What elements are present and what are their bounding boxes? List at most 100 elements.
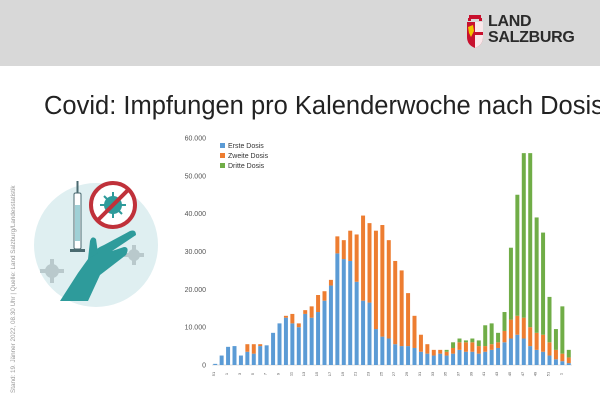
bar-erste-dosis: [380, 336, 385, 365]
bar-zweite-dosis: [457, 342, 462, 350]
x-tick-label: 25: [378, 371, 383, 376]
bar-zweite-dosis: [566, 357, 571, 364]
bar-erste-dosis: [245, 351, 250, 365]
x-tick-label: 1: [224, 372, 229, 375]
bar-zweite-dosis: [483, 346, 488, 352]
bar-zweite-dosis: [444, 351, 449, 356]
x-tick-label: 1: [558, 372, 563, 375]
bar-zweite-dosis: [412, 315, 417, 348]
bar-dritte-dosis: [444, 349, 449, 352]
bar-erste-dosis: [219, 355, 224, 365]
x-tick-label: 43: [494, 371, 499, 376]
legend-label: Dritte Dosis: [228, 163, 265, 170]
bar-erste-dosis: [277, 323, 282, 365]
bar-zweite-dosis: [553, 349, 558, 360]
bar-zweite-dosis: [354, 234, 359, 282]
bar-dritte-dosis: [502, 312, 507, 331]
bar-zweite-dosis: [373, 230, 378, 330]
logo-line-salzburg: SALZBURG: [488, 29, 575, 46]
bar-erste-dosis: [322, 300, 327, 365]
x-tick-label: 3: [237, 372, 242, 375]
x-tick-label: 51: [211, 371, 216, 376]
bar-erste-dosis: [354, 281, 359, 365]
bar-zweite-dosis: [470, 342, 475, 352]
bar-zweite-dosis: [399, 270, 404, 347]
bar-zweite-dosis: [502, 330, 507, 343]
bar-erste-dosis: [553, 359, 558, 365]
x-tick-label: 11: [288, 371, 293, 376]
bar-zweite-dosis: [496, 342, 501, 348]
bar-erste-dosis: [386, 338, 391, 365]
bar-zweite-dosis: [438, 349, 443, 354]
bar-dritte-dosis: [470, 338, 475, 343]
bar-erste-dosis: [425, 353, 430, 365]
y-tick-label: 60.000: [185, 136, 207, 143]
x-tick-label: 23: [366, 371, 371, 376]
bar-erste-dosis: [483, 351, 488, 365]
y-tick-label: 30.000: [185, 249, 207, 256]
x-tick-label: 47: [520, 371, 525, 376]
bar-erste-dosis: [541, 351, 546, 365]
bar-erste-dosis: [444, 355, 449, 365]
bar-dritte-dosis: [547, 296, 552, 343]
x-tick-label: 19: [340, 371, 345, 376]
land-salzburg-logo: LAND SALZBURG: [466, 14, 578, 50]
logo-wordmark: LAND SALZBURG: [488, 14, 575, 46]
bar-erste-dosis: [521, 338, 526, 365]
x-tick-label: 29: [404, 371, 409, 376]
x-tick-label: 31: [417, 371, 422, 376]
bar-zweite-dosis: [328, 279, 333, 286]
bar-erste-dosis: [496, 347, 501, 365]
bar-dritte-dosis: [566, 349, 571, 358]
bar-zweite-dosis: [541, 334, 546, 352]
bar-erste-dosis: [283, 317, 288, 365]
legend-swatch: [220, 143, 225, 148]
bar-dritte-dosis: [483, 325, 488, 347]
bar-zweite-dosis: [386, 240, 391, 339]
bar-zweite-dosis: [258, 344, 263, 347]
bar-dritte-dosis: [508, 247, 513, 320]
bar-zweite-dosis: [418, 334, 423, 352]
x-tick-label: 33: [430, 371, 435, 376]
bar-zweite-dosis: [476, 346, 481, 354]
bar-erste-dosis: [399, 346, 404, 365]
x-tick-label: 5: [250, 372, 255, 375]
bar-erste-dosis: [508, 338, 513, 365]
x-tick-label: 7: [263, 372, 268, 375]
bar-erste-dosis: [226, 346, 231, 365]
bar-zweite-dosis: [348, 230, 353, 261]
x-tick-label: 37: [456, 371, 461, 376]
y-tick-label: 40.000: [185, 211, 207, 218]
x-tick-label: 27: [391, 371, 396, 376]
salzburg-shield-icon: [467, 15, 483, 48]
bar-erste-dosis: [438, 353, 443, 365]
bar-dritte-dosis: [451, 342, 456, 348]
bar-erste-dosis: [547, 355, 552, 365]
bar-dritte-dosis: [496, 332, 501, 343]
bar-zweite-dosis: [316, 295, 321, 313]
bar-dritte-dosis: [489, 323, 494, 345]
bar-zweite-dosis: [335, 236, 340, 254]
bar-erste-dosis: [463, 351, 468, 365]
x-tick-label: 39: [468, 371, 473, 376]
bar-erste-dosis: [406, 346, 411, 365]
x-tick-label: 51: [546, 371, 551, 376]
bar-zweite-dosis: [251, 344, 256, 354]
bar-erste-dosis: [528, 346, 533, 365]
bar-erste-dosis: [361, 300, 366, 365]
x-tick-label: 17: [327, 371, 332, 376]
bar-zweite-dosis: [515, 315, 520, 335]
bar-dritte-dosis: [476, 340, 481, 347]
bar-erste-dosis: [309, 317, 314, 365]
bar-erste-dosis: [393, 344, 398, 365]
bar-zweite-dosis: [341, 240, 346, 260]
bar-zweite-dosis: [489, 344, 494, 350]
bar-zweite-dosis: [296, 323, 301, 328]
bar-dritte-dosis: [457, 338, 462, 343]
legend-label: Erste Dosis: [228, 143, 264, 150]
bar-erste-dosis: [476, 353, 481, 365]
bar-erste-dosis: [258, 346, 263, 365]
x-tick-label: 9: [276, 372, 281, 375]
y-tick-label: 0: [202, 363, 206, 370]
